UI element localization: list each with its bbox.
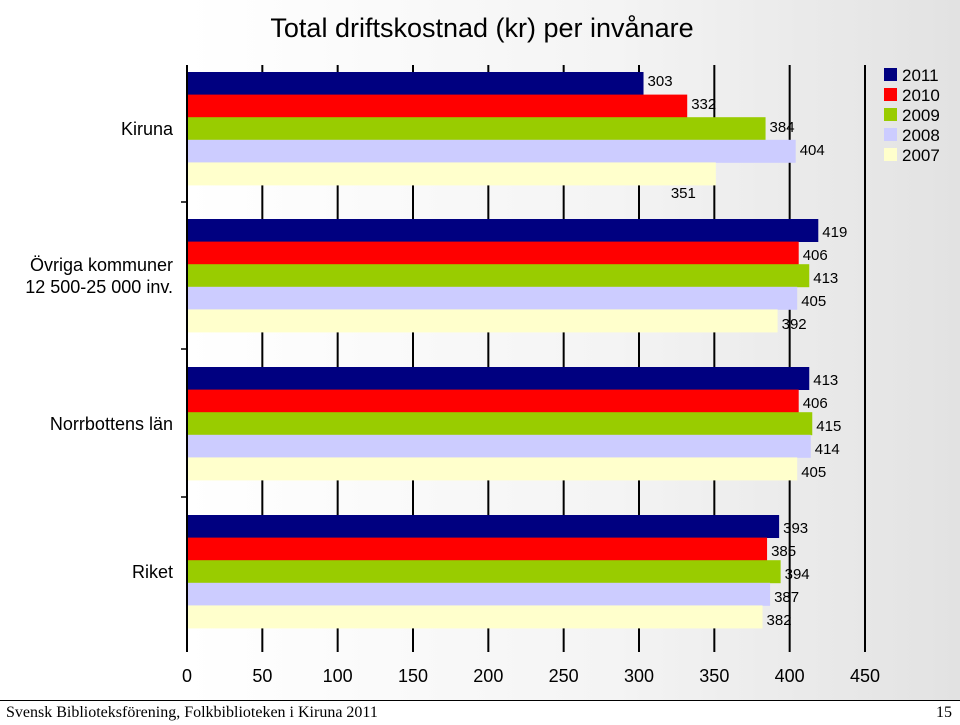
value-label-kiruna-2009: 384 [770, 119, 795, 136]
page-number: 15 [936, 704, 952, 721]
x-tick-label-50: 50 [252, 666, 272, 686]
value-label-kiruna-2008: 404 [800, 142, 825, 159]
axes [181, 65, 188, 652]
bar-norrbottens-lan-2008 [188, 434, 811, 458]
bar-riket-2011 [188, 515, 780, 538]
value-label-ovriga-kommuner-12-500-25-000-inv-2009: 413 [813, 270, 838, 287]
value-label-ovriga-kommuner-12-500-25-000-inv-2007: 392 [782, 316, 807, 333]
x-tick-label-450: 450 [850, 666, 880, 686]
bar-riket-2010 [188, 537, 768, 561]
value-label-riket-2007: 382 [767, 612, 792, 629]
bar-ovriga-kommuner-12-500-25-000-inv-2008 [188, 286, 798, 310]
value-label-riket-2010: 385 [771, 543, 796, 560]
bar-riket-2007 [188, 605, 763, 629]
value-label-riket-2009: 394 [785, 566, 810, 583]
x-tick-label-250: 250 [549, 666, 579, 686]
bar-ovriga-kommuner-12-500-25-000-inv-2007 [188, 309, 778, 333]
value-label-norrbottens-lan-2007: 405 [801, 464, 826, 481]
x-tick-label-300: 300 [624, 666, 654, 686]
value-label-norrbottens-lan-2010: 406 [803, 395, 828, 412]
legend-swatch-2011 [884, 68, 897, 81]
x-tick-label-150: 150 [398, 666, 428, 686]
bar-kiruna-2007 [188, 162, 716, 186]
bar-riket-2009 [188, 560, 781, 584]
category-label-ovriga-kommuner-12-500-25-000-inv: Övriga kommuner 12 500-25 000 inv. [25, 255, 173, 297]
value-label-norrbottens-lan-2011: 413 [813, 372, 838, 389]
value-label-norrbottens-lan-2009: 415 [816, 418, 841, 435]
legend-label-2008: 2008 [902, 126, 940, 145]
x-tick-label-400: 400 [775, 666, 805, 686]
chart: Total driftskostnad (kr) per invånare 30… [25, 0, 960, 700]
legend-swatch-2008 [884, 128, 897, 141]
category-label-riket: Riket [132, 562, 173, 582]
category-labels: Kiruna Övriga kommuner 12 500-25 000 inv. N… [25, 119, 174, 582]
bar-riket-2008 [188, 582, 771, 606]
value-labels: 303 332 384 404 351 419 406 413 405 392 413 406 415 4… [648, 73, 848, 629]
value-label-kiruna-2007: 351 [671, 185, 696, 202]
x-tick-label-350: 350 [699, 666, 729, 686]
legend-swatch-2007 [884, 148, 897, 161]
category-label-norrbottens-lan: Norrbottens län [50, 414, 173, 434]
x-tick-label-200: 200 [473, 666, 503, 686]
bar-ovriga-kommuner-12-500-25-000-inv-2010 [188, 241, 799, 265]
footer-source: Svensk Biblioteksförening, Folkbibliotek… [6, 704, 378, 721]
bar-norrbottens-lan-2007 [188, 457, 798, 481]
chart-title: Total driftskostnad (kr) per invånare [270, 13, 693, 43]
value-label-ovriga-kommuner-12-500-25-000-inv-2008: 405 [801, 293, 826, 310]
value-label-riket-2008: 387 [774, 589, 799, 606]
legend-label-2009: 2009 [902, 106, 940, 125]
legend-swatch-2010 [884, 88, 897, 101]
legend-label-2011: 2011 [902, 66, 939, 85]
value-label-kiruna-2010: 332 [691, 96, 716, 113]
x-tick-label-0: 0 [182, 666, 192, 686]
bar-kiruna-2010 [188, 94, 688, 118]
value-label-norrbottens-lan-2008: 414 [815, 441, 840, 458]
x-tick-label-100: 100 [323, 666, 353, 686]
x-tick-labels: 0 50 100 150 200 250 300 350 400 450 [182, 666, 880, 686]
value-label-ovriga-kommuner-12-500-25-000-inv-2011: 419 [822, 224, 847, 241]
bar-kiruna-2008 [188, 139, 796, 163]
legend-label-2010: 2010 [902, 86, 940, 105]
bar-ovriga-kommuner-12-500-25-000-inv-2011 [188, 219, 819, 242]
bar-norrbottens-lan-2011 [188, 367, 810, 390]
bar-kiruna-2009 [188, 117, 766, 141]
value-label-ovriga-kommuner-12-500-25-000-inv-2010: 406 [803, 247, 828, 264]
bars [188, 72, 819, 629]
bar-kiruna-2011 [188, 72, 644, 95]
legend-label-2007: 2007 [902, 146, 940, 165]
bar-norrbottens-lan-2010 [188, 389, 799, 413]
legend-swatch-2009 [884, 108, 897, 121]
footer: Svensk Biblioteksförening, Folkbibliotek… [0, 700, 960, 725]
bar-norrbottens-lan-2009 [188, 412, 813, 436]
value-label-riket-2011: 393 [783, 520, 808, 537]
bar-ovriga-kommuner-12-500-25-000-inv-2009 [188, 264, 810, 288]
category-label-kiruna: Kiruna [121, 119, 174, 139]
value-label-kiruna-2011: 303 [648, 73, 673, 90]
